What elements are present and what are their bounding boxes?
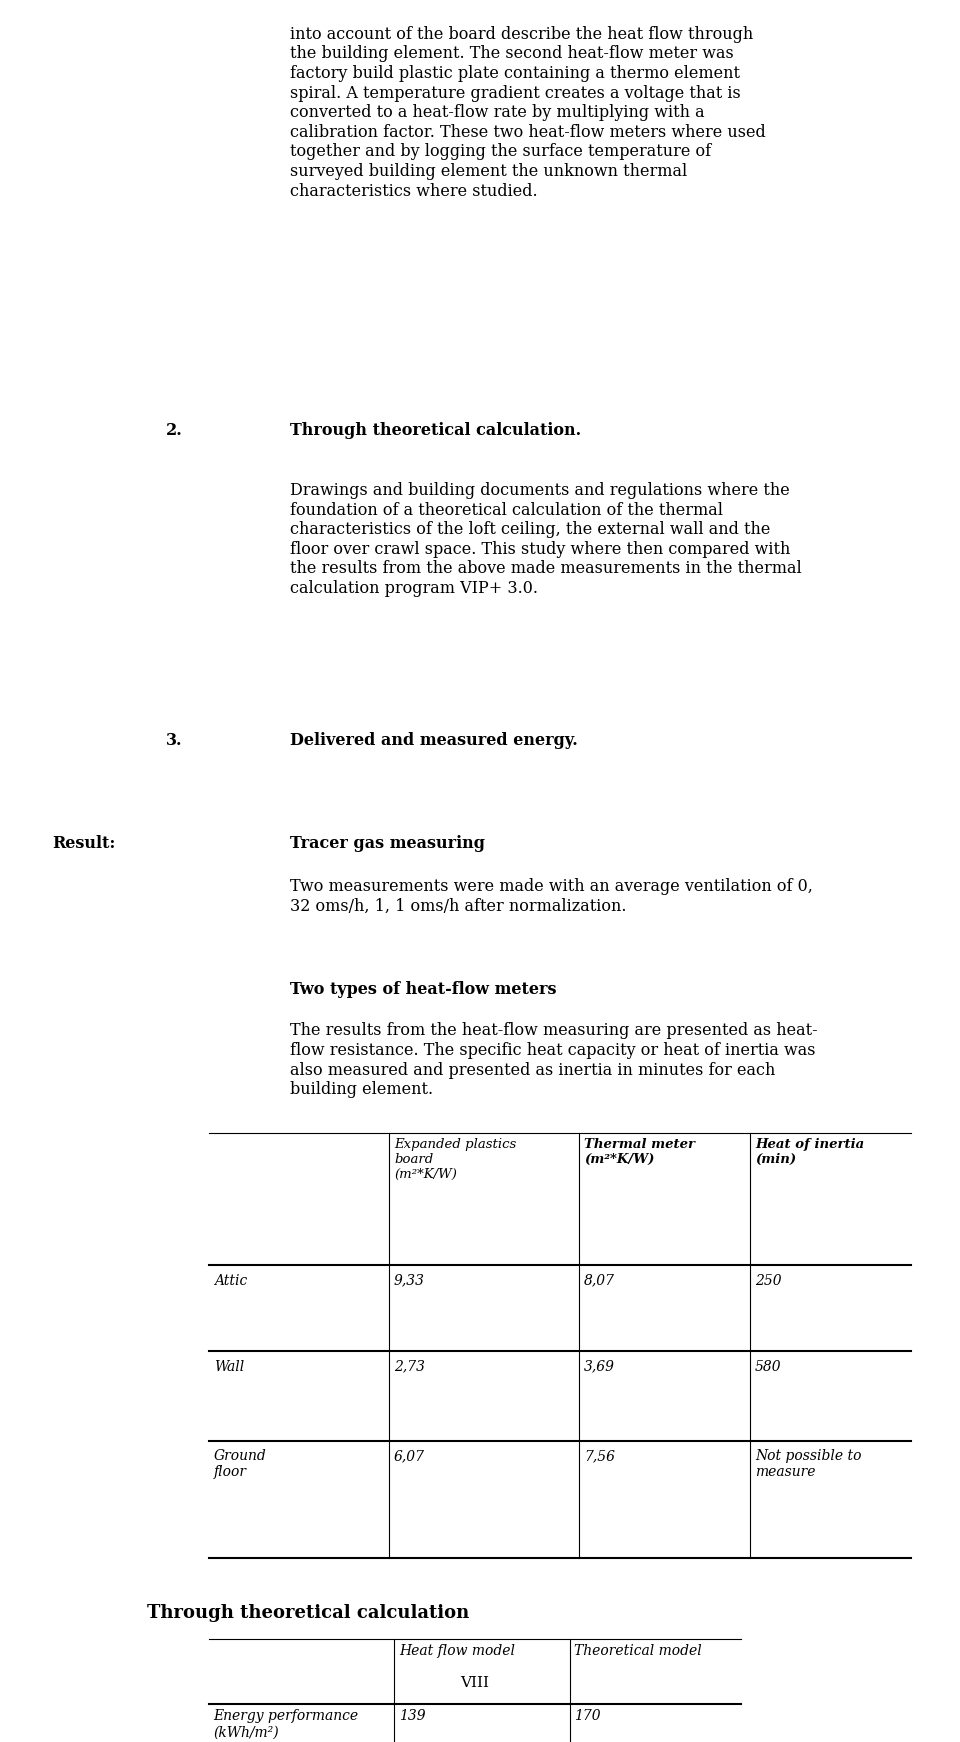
Text: Heat of inertia
(min): Heat of inertia (min) (755, 1138, 864, 1165)
Text: Not possible to
measure: Not possible to measure (755, 1449, 861, 1479)
Text: Expanded plastics
board
(m²*K/W): Expanded plastics board (m²*K/W) (394, 1138, 516, 1181)
Text: 170: 170 (574, 1709, 601, 1723)
Text: Ground
floor: Ground floor (214, 1449, 266, 1479)
Text: 2,73: 2,73 (394, 1361, 425, 1374)
Text: 3,69: 3,69 (584, 1361, 615, 1374)
Text: Through theoretical calculation.: Through theoretical calculation. (290, 422, 581, 439)
Text: 2.: 2. (166, 422, 183, 439)
Text: Theoretical model: Theoretical model (574, 1644, 702, 1658)
Text: Energy performance
(kWh/m²): Energy performance (kWh/m²) (214, 1709, 359, 1739)
Text: Attic: Attic (214, 1273, 247, 1287)
Text: into account of the board describe the heat flow through
the building element. T: into account of the board describe the h… (290, 26, 765, 200)
Text: Thermal meter
(m²*K/W): Thermal meter (m²*K/W) (584, 1138, 695, 1165)
Text: 139: 139 (398, 1709, 425, 1723)
Text: 580: 580 (755, 1361, 781, 1374)
Text: The results from the heat-flow measuring are presented as heat-
flow resistance.: The results from the heat-flow measuring… (290, 1023, 817, 1097)
Text: Through theoretical calculation: Through theoretical calculation (147, 1604, 469, 1622)
Text: 7,56: 7,56 (584, 1449, 615, 1463)
Text: 6,07: 6,07 (394, 1449, 425, 1463)
Text: 9,33: 9,33 (394, 1273, 425, 1287)
Text: Heat flow model: Heat flow model (398, 1644, 515, 1658)
Text: Result:: Result: (52, 834, 115, 852)
Text: Wall: Wall (214, 1361, 244, 1374)
Text: Two types of heat-flow meters: Two types of heat-flow meters (290, 981, 556, 998)
Text: Two measurements were made with an average ventilation of 0,
32 oms/h, 1, 1 oms/: Two measurements were made with an avera… (290, 878, 812, 915)
Text: 8,07: 8,07 (584, 1273, 615, 1287)
Text: Delivered and measured energy.: Delivered and measured energy. (290, 732, 577, 749)
Text: Tracer gas measuring: Tracer gas measuring (290, 834, 485, 852)
Text: VIII: VIII (460, 1676, 490, 1690)
Text: 250: 250 (755, 1273, 781, 1287)
Text: Drawings and building documents and regulations where the
foundation of a theore: Drawings and building documents and regu… (290, 483, 802, 598)
Text: 3.: 3. (166, 732, 182, 749)
